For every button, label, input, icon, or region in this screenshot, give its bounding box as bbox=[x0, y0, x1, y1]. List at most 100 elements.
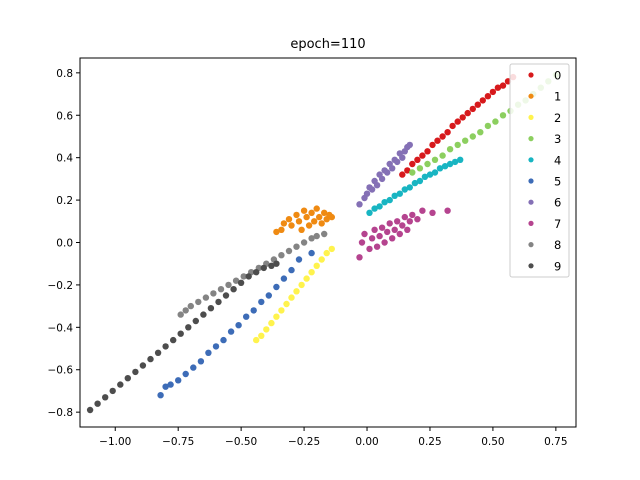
point-class-9 bbox=[147, 355, 154, 363]
legend-marker-9 bbox=[528, 263, 534, 269]
point-class-8 bbox=[278, 252, 285, 259]
point-class-0 bbox=[449, 122, 456, 130]
point-class-5 bbox=[167, 381, 174, 388]
point-class-3 bbox=[424, 160, 431, 168]
point-class-5 bbox=[258, 298, 265, 306]
point-class-8 bbox=[240, 273, 247, 280]
point-class-2 bbox=[283, 300, 290, 308]
point-class-1 bbox=[278, 226, 285, 233]
point-class-7 bbox=[414, 216, 421, 223]
point-class-1 bbox=[313, 205, 320, 212]
y-axis: −0.8 −0.6 −0.4 −0.2 0.0 0.2 0.4 0.6 0.8 bbox=[48, 68, 80, 419]
point-class-9 bbox=[117, 381, 124, 388]
legend-marker-5 bbox=[528, 178, 534, 184]
point-class-4 bbox=[421, 173, 429, 180]
point-class-6 bbox=[389, 165, 396, 172]
y-tick-label: −0.2 bbox=[48, 280, 74, 292]
y-tick-label: 0.2 bbox=[56, 195, 73, 207]
point-class-5 bbox=[295, 256, 303, 263]
point-class-8 bbox=[300, 239, 308, 246]
point-class-8 bbox=[210, 290, 217, 297]
point-class-4 bbox=[416, 177, 424, 185]
point-class-9 bbox=[245, 273, 252, 280]
legend-label-7: 7 bbox=[554, 217, 561, 231]
point-class-9 bbox=[102, 394, 109, 401]
point-class-0 bbox=[399, 171, 406, 178]
point-class-7 bbox=[368, 235, 376, 242]
point-class-7 bbox=[378, 224, 386, 231]
legend-marker-0 bbox=[528, 72, 534, 78]
point-class-1 bbox=[298, 226, 305, 233]
y-tick-label: −0.8 bbox=[48, 407, 74, 419]
y-tick-label: 0.6 bbox=[56, 110, 73, 122]
point-class-2 bbox=[323, 249, 330, 257]
y-tick-label: 0.0 bbox=[56, 238, 73, 250]
point-class-4 bbox=[381, 199, 388, 206]
point-class-9 bbox=[177, 330, 184, 337]
point-class-3 bbox=[431, 156, 439, 163]
legend-frame bbox=[509, 63, 570, 278]
point-class-9 bbox=[154, 349, 162, 356]
point-class-9 bbox=[222, 292, 230, 299]
point-class-7 bbox=[419, 207, 426, 214]
x-axis: −1.00 −0.75 −0.50 −0.25 0.00 0.25 0.50 0.75 bbox=[99, 427, 568, 448]
point-class-3 bbox=[454, 141, 461, 149]
point-class-2 bbox=[278, 307, 285, 314]
point-class-0 bbox=[479, 97, 486, 104]
point-class-7 bbox=[361, 230, 368, 238]
point-class-6 bbox=[399, 154, 406, 161]
point-class-9 bbox=[86, 406, 94, 414]
point-class-1 bbox=[321, 209, 328, 216]
point-class-2 bbox=[268, 319, 275, 327]
legend-label-3: 3 bbox=[554, 132, 561, 146]
point-class-0 bbox=[454, 118, 461, 125]
legend-label-4: 4 bbox=[554, 153, 561, 167]
point-class-3 bbox=[499, 112, 507, 119]
point-class-9 bbox=[215, 298, 222, 306]
point-class-7 bbox=[376, 232, 383, 240]
point-class-8 bbox=[177, 311, 184, 318]
point-class-0 bbox=[474, 101, 481, 108]
point-class-4 bbox=[457, 156, 464, 163]
point-class-7 bbox=[429, 209, 436, 216]
point-class-1 bbox=[308, 209, 315, 216]
point-class-7 bbox=[409, 211, 416, 219]
points-layer bbox=[86, 71, 560, 414]
point-class-3 bbox=[477, 129, 484, 136]
point-class-7 bbox=[399, 222, 406, 229]
point-class-1 bbox=[300, 207, 308, 214]
point-class-1 bbox=[311, 218, 318, 225]
point-class-0 bbox=[459, 114, 466, 121]
point-class-5 bbox=[243, 313, 250, 320]
point-class-9 bbox=[124, 375, 131, 382]
point-class-0 bbox=[469, 105, 476, 113]
point-class-5 bbox=[212, 343, 220, 350]
point-class-8 bbox=[225, 281, 232, 289]
point-class-0 bbox=[409, 160, 416, 168]
x-tick-label: −0.75 bbox=[162, 436, 194, 448]
x-tick-label: 0.25 bbox=[418, 436, 441, 448]
point-class-0 bbox=[429, 141, 436, 149]
point-class-2 bbox=[303, 275, 310, 282]
point-class-9 bbox=[260, 264, 267, 272]
point-class-9 bbox=[237, 279, 245, 286]
point-class-0 bbox=[489, 88, 497, 96]
point-class-0 bbox=[439, 133, 446, 140]
point-class-4 bbox=[411, 179, 419, 187]
point-class-9 bbox=[170, 336, 177, 344]
point-class-3 bbox=[416, 165, 424, 172]
point-class-0 bbox=[404, 167, 411, 174]
point-class-8 bbox=[321, 230, 328, 238]
x-tick-label: −1.00 bbox=[99, 436, 131, 448]
point-class-6 bbox=[373, 182, 381, 189]
point-class-8 bbox=[313, 232, 320, 240]
point-class-5 bbox=[182, 370, 189, 378]
point-class-5 bbox=[288, 266, 295, 274]
point-class-1 bbox=[305, 222, 313, 229]
point-class-9 bbox=[109, 387, 116, 395]
point-class-0 bbox=[414, 156, 421, 163]
point-class-7 bbox=[396, 230, 403, 238]
point-class-2 bbox=[298, 281, 305, 289]
chart-title: epoch=110 bbox=[290, 37, 365, 52]
